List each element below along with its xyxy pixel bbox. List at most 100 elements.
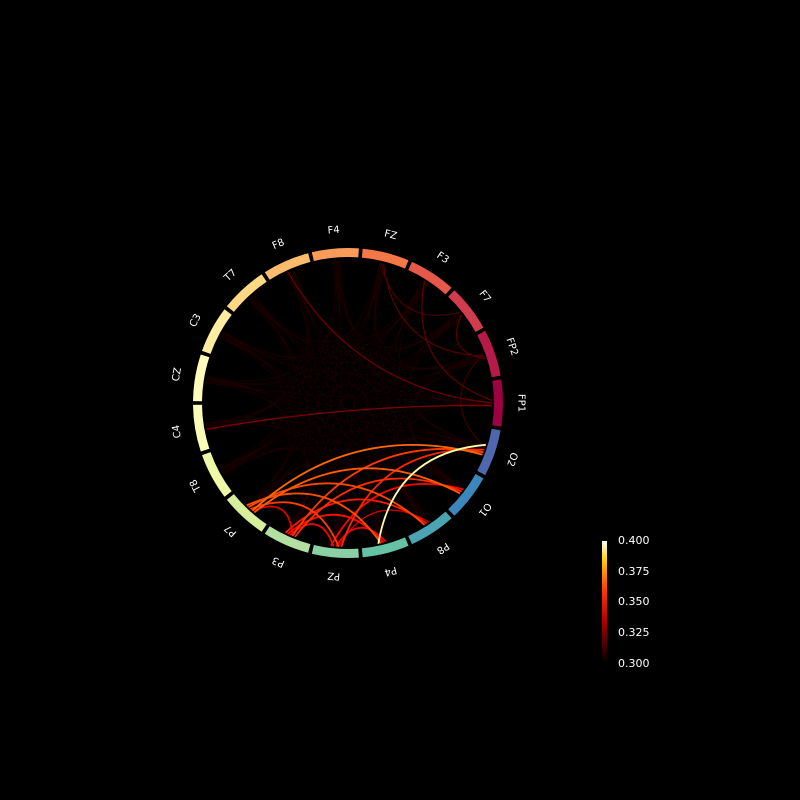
background-connection	[376, 406, 492, 543]
background-connection	[251, 295, 301, 511]
background-connection	[250, 296, 311, 534]
background-connection	[334, 259, 485, 369]
node-label-f7: F7	[476, 289, 492, 305]
connection-o2-fp2	[460, 353, 486, 448]
connection-fp1-f8	[287, 271, 493, 404]
background-connection	[219, 337, 464, 489]
connection-fp1-f3	[421, 280, 493, 402]
background-connection	[205, 382, 492, 401]
node-ring	[193, 248, 503, 558]
node-segment-f4	[311, 248, 359, 262]
node-segment-p8	[408, 511, 452, 545]
connection-f7-fz	[380, 262, 461, 316]
background-connection	[206, 269, 309, 382]
background-connection	[247, 280, 425, 348]
background-connection	[220, 294, 294, 471]
background-connection	[365, 264, 387, 544]
background-connection	[205, 312, 461, 385]
background-connection	[376, 357, 485, 543]
background-connection	[251, 402, 493, 511]
node-label-c4: C4	[171, 424, 184, 439]
background-connection	[291, 465, 428, 536]
background-connection	[221, 262, 382, 358]
background-connection	[250, 354, 484, 510]
background-connection	[205, 417, 485, 449]
background-connection	[219, 271, 309, 469]
background-connection	[251, 315, 463, 511]
background-connection	[291, 259, 340, 536]
background-connection	[205, 298, 291, 384]
background-connection	[332, 259, 460, 348]
background-connection	[374, 262, 485, 451]
background-connection	[376, 263, 486, 371]
background-connection	[205, 334, 282, 424]
background-connection	[339, 259, 461, 494]
connection-o2-p7	[251, 444, 483, 512]
node-segment-p3	[264, 526, 311, 553]
node-segment-c3	[202, 309, 232, 354]
background-connection	[288, 284, 430, 535]
node-label-fz: FZ	[383, 228, 398, 242]
background-connection	[247, 263, 384, 507]
background-connection	[293, 454, 464, 537]
background-connection	[222, 332, 339, 547]
background-connection	[205, 419, 461, 494]
background-connection	[222, 331, 308, 535]
background-connection	[205, 421, 308, 536]
background-connection	[250, 271, 312, 510]
node-segment-o2	[477, 428, 501, 476]
background-connection	[339, 399, 492, 547]
node-segment-pz	[311, 544, 359, 558]
background-connection	[220, 259, 339, 358]
background-connection	[286, 314, 462, 534]
background-connection	[220, 335, 428, 524]
node-segment-fz	[361, 248, 409, 269]
background-connection	[222, 284, 430, 360]
node-label-f4: F4	[327, 225, 340, 237]
background-connection	[252, 263, 384, 343]
background-connection	[220, 447, 386, 543]
background-connection	[205, 259, 336, 427]
background-connection	[219, 355, 485, 469]
connection-o1-p7	[253, 467, 461, 514]
connection-pz-p4	[335, 526, 387, 547]
colorbar-tick-label: 0.350	[618, 595, 650, 608]
background-connection	[252, 294, 426, 525]
connection-o2-p4	[377, 443, 486, 544]
background-connection	[205, 282, 428, 424]
background-connection	[248, 298, 463, 356]
background-connection	[398, 284, 484, 452]
node-label-fp1: FP1	[516, 394, 527, 412]
background-connection	[393, 280, 464, 489]
node-label-pz: PZ	[327, 569, 341, 581]
node-segment-t8	[202, 452, 232, 497]
background-connection	[221, 281, 426, 472]
background-connection	[250, 436, 484, 510]
colorbar-tick-label: 0.400	[618, 534, 650, 547]
background-connection	[293, 269, 338, 547]
background-connection	[205, 380, 308, 535]
node-segment-p4	[361, 537, 409, 558]
background-connection	[248, 298, 338, 547]
background-connection	[334, 359, 486, 547]
background-connection	[293, 269, 492, 406]
background-connection	[376, 311, 460, 542]
colorbar-tick-label: 0.325	[618, 626, 650, 639]
background-connection	[405, 315, 463, 491]
node-label-p4: P4	[383, 564, 398, 578]
background-connection	[206, 375, 382, 544]
background-connection	[337, 259, 485, 449]
background-connection	[293, 269, 485, 369]
background-connection	[222, 331, 484, 452]
background-connection	[206, 424, 384, 543]
node-segment-f7	[448, 290, 484, 332]
background-connection	[251, 295, 463, 491]
colorbar-tick-label: 0.375	[618, 565, 650, 578]
background-connection	[337, 437, 485, 547]
background-connection	[206, 299, 290, 431]
background-connection	[399, 283, 492, 402]
node-segment-f3	[408, 261, 452, 295]
node-segment-fp1	[492, 379, 503, 427]
